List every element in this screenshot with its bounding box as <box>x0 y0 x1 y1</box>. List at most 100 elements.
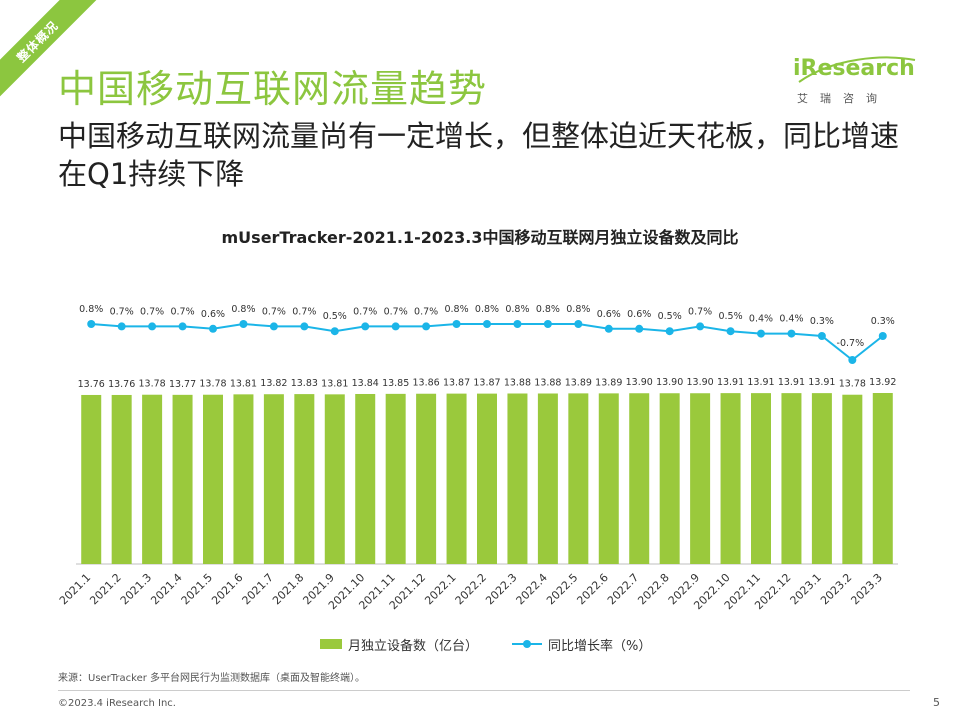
rate-value-label: 0.6% <box>627 309 651 320</box>
bar <box>294 394 315 564</box>
rate-value-label: -0.7% <box>837 338 865 349</box>
bar <box>720 393 741 564</box>
bar <box>385 393 406 564</box>
x-tick-label: 2023.1 <box>788 571 824 607</box>
rate-point <box>178 322 187 331</box>
x-tick-label: 2021.7 <box>240 571 276 607</box>
rate-point <box>543 320 552 328</box>
bar-value-label: 13.91 <box>808 377 835 388</box>
rate-point <box>87 320 96 328</box>
rate-value-label: 0.8% <box>505 304 529 315</box>
rate-value-label: 0.8% <box>536 304 560 315</box>
x-tick-label: 2022.4 <box>514 571 550 607</box>
x-tick-label: 2021.8 <box>270 571 306 607</box>
bar <box>629 393 650 564</box>
logo-wordmark: iResearch <box>793 56 915 81</box>
rate-value-label: 0.7% <box>110 306 134 317</box>
bar-value-label: 13.87 <box>443 378 470 389</box>
rate-value-label: 0.7% <box>353 306 377 317</box>
page-title: 中国移动互联网流量趋势 <box>58 67 488 111</box>
bar-value-label: 13.78 <box>139 379 166 390</box>
x-tick-label: 2022.1 <box>422 571 458 607</box>
rate-value-label: 0.8% <box>566 304 590 315</box>
rate-value-label: 0.5% <box>323 311 347 322</box>
rate-value-label: 0.8% <box>475 304 499 315</box>
bar-value-label: 13.81 <box>230 378 257 389</box>
bar <box>355 393 376 564</box>
bar-value-label: 13.89 <box>595 377 622 388</box>
rate-point <box>422 322 431 331</box>
rate-value-label: 0.7% <box>384 306 408 317</box>
bar <box>811 393 832 564</box>
chart: 13.76 2021.1 13.76 2021.2 13.78 2021.3 13.77 20… <box>57 304 898 612</box>
bar <box>842 394 863 564</box>
rate-value-label: 0.7% <box>140 306 164 317</box>
x-tick-label: 2021.6 <box>209 571 245 607</box>
page-subtitle: 中国移动互联网流量尚有一定增长，但整体迫近天花板，同比增速在Q1持续下降 <box>58 119 900 191</box>
rate-point <box>574 320 583 328</box>
rate-point <box>848 356 857 364</box>
bar-value-label: 13.88 <box>534 377 561 388</box>
bar <box>477 393 497 564</box>
bar <box>172 394 193 564</box>
rate-point <box>239 320 248 328</box>
rate-point <box>300 322 309 331</box>
rate-point <box>148 322 157 331</box>
x-tick-label: 2022.6 <box>574 571 610 607</box>
x-tick-label: 2023.3 <box>848 571 884 607</box>
bar <box>203 394 223 564</box>
legend-bar-swatch <box>320 639 342 649</box>
footer-divider <box>58 690 910 691</box>
rate-value-label: 0.8% <box>444 304 468 315</box>
bar-value-label: 13.91 <box>747 377 774 388</box>
bar <box>142 394 163 564</box>
bar <box>690 393 711 564</box>
bar-value-label: 13.88 <box>504 377 531 388</box>
bar-value-label: 13.77 <box>169 379 196 390</box>
bar-value-label: 13.87 <box>473 378 500 389</box>
rate-point <box>604 324 613 333</box>
rate-point <box>665 327 674 336</box>
bar <box>598 393 619 564</box>
rate-point <box>635 324 644 333</box>
x-tick-label: 2022.5 <box>544 571 580 607</box>
rate-value-label: 0.7% <box>262 306 286 317</box>
rate-value-label: 0.7% <box>170 306 194 317</box>
bar-value-label: 13.83 <box>291 378 318 389</box>
x-tick-label: 2021.4 <box>148 571 184 607</box>
bar <box>324 394 345 564</box>
bar <box>872 393 893 564</box>
rate-value-label: 0.7% <box>688 306 712 317</box>
rate-value-label: 0.5% <box>658 311 682 322</box>
bar <box>446 393 467 564</box>
bar-value-label: 13.78 <box>199 379 226 390</box>
rate-point <box>117 322 126 331</box>
rate-point <box>209 324 217 333</box>
rate-point <box>513 320 522 328</box>
bar-value-label: 13.92 <box>869 377 896 388</box>
bar <box>416 393 437 564</box>
bar <box>507 393 528 564</box>
bar <box>263 394 284 564</box>
bar-value-label: 13.84 <box>352 378 379 389</box>
bar-value-label: 13.90 <box>656 377 683 388</box>
bar <box>781 393 802 564</box>
bar-value-label: 13.91 <box>778 377 805 388</box>
logo-subtitle: 艾瑞咨询 <box>797 92 889 105</box>
legend-bar-label: 月独立设备数（亿台） <box>348 638 479 654</box>
rate-value-label: 0.7% <box>292 306 316 317</box>
rate-point <box>391 322 400 331</box>
rate-point <box>757 329 765 338</box>
rate-point <box>726 327 735 336</box>
bar-value-label: 13.90 <box>687 377 714 388</box>
bar <box>568 393 589 564</box>
x-tick-label: 2021.1 <box>57 571 93 607</box>
rate-value-label: 0.7% <box>414 306 438 317</box>
rate-value-label: 0.4% <box>779 314 803 325</box>
x-tick-label: 2021.3 <box>118 571 154 607</box>
source-note: 来源：UserTracker 多平台网民行为监测数据库（桌面及智能终端）。 <box>58 673 366 684</box>
bar-value-label: 13.76 <box>78 379 105 390</box>
bar-value-label: 13.85 <box>382 378 409 389</box>
bar <box>233 394 254 564</box>
iresearch-logo: iResearch 艾瑞咨询 <box>793 52 918 110</box>
